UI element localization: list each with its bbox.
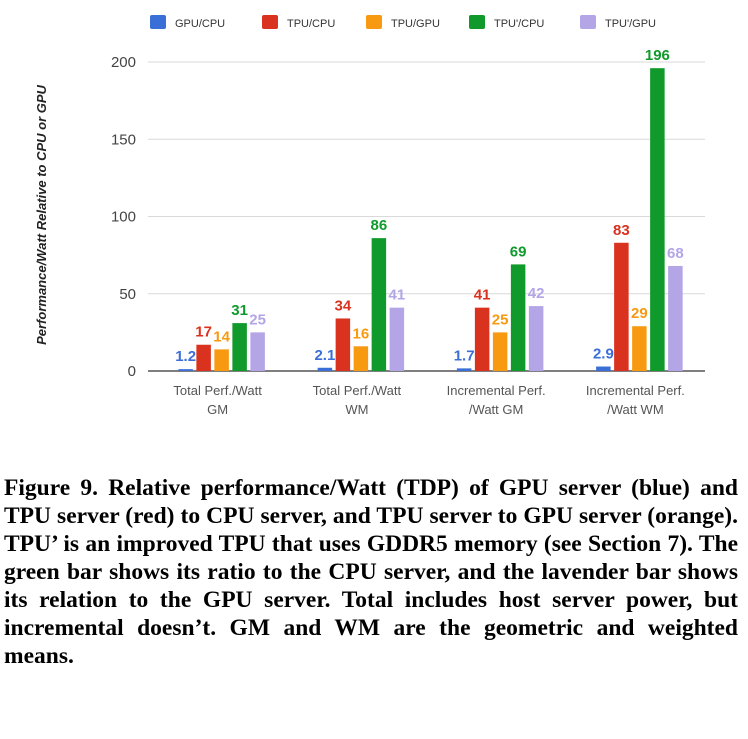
bar — [632, 326, 647, 371]
bar — [335, 318, 351, 371]
bar — [456, 368, 472, 371]
legend-swatch — [150, 15, 166, 29]
bar — [528, 306, 544, 371]
legend-label: TPU'/GPU — [605, 18, 656, 30]
data-label: 2.1 — [314, 347, 335, 364]
legend-swatch — [580, 15, 596, 29]
data-label: 25 — [492, 311, 509, 328]
data-label: 25 — [249, 311, 266, 328]
data-label: 34 — [335, 297, 352, 314]
x-tick-label: Incremental Perf. — [447, 383, 546, 398]
data-label: 1.2 — [175, 348, 196, 365]
data-label: 31 — [231, 302, 248, 319]
x-tick-label: Total Perf./Watt — [313, 383, 402, 398]
data-label: 41 — [474, 287, 491, 304]
x-tick-label: Incremental Perf. — [586, 383, 685, 398]
y-tick-label: 150 — [111, 131, 136, 148]
data-label: 196 — [645, 47, 670, 64]
bar — [196, 344, 211, 371]
data-label: 1.7 — [454, 347, 475, 364]
legend-label: TPU'/CPU — [494, 18, 544, 30]
data-label: 2.9 — [593, 346, 614, 363]
bar — [178, 369, 193, 371]
bar — [317, 367, 333, 371]
bar — [474, 307, 490, 371]
legend-label: TPU/CPU — [287, 18, 335, 30]
data-label: 83 — [613, 222, 630, 239]
data-label: 69 — [510, 243, 527, 260]
bar — [389, 307, 405, 371]
x-tick-label: /Watt WM — [607, 402, 664, 417]
data-label: 14 — [213, 328, 230, 345]
bar — [214, 349, 229, 371]
bar — [492, 332, 508, 371]
data-label: 17 — [195, 324, 212, 341]
legend-swatch — [366, 15, 382, 29]
y-axis-title: Performance/Watt Relative to CPU or GPU — [34, 84, 49, 344]
data-label: 42 — [528, 285, 545, 302]
data-label: 41 — [389, 287, 406, 304]
data-label: 16 — [353, 325, 370, 342]
x-tick-label: GM — [207, 402, 228, 417]
x-tick-label: /Watt GM — [469, 402, 523, 417]
bar — [668, 265, 683, 371]
bar — [353, 346, 369, 371]
bar — [596, 366, 611, 371]
x-tick-label: Total Perf./Watt — [173, 383, 262, 398]
y-tick-label: 50 — [119, 286, 136, 303]
legend-swatch — [469, 15, 485, 29]
y-tick-label: 200 — [111, 54, 136, 71]
bar — [250, 332, 265, 371]
legend-label: GPU/CPU — [175, 18, 225, 30]
bar — [371, 238, 387, 371]
legend-swatch — [262, 15, 278, 29]
data-label: 29 — [631, 305, 648, 322]
y-tick-label: 100 — [111, 209, 136, 226]
legend-label: TPU/GPU — [391, 18, 440, 30]
figure-caption: Figure 9. Relative performance/Watt (TDP… — [4, 475, 738, 669]
bar — [510, 264, 526, 371]
y-tick-label: 0 — [128, 363, 136, 380]
bar — [614, 242, 629, 371]
data-label: 68 — [667, 245, 684, 262]
bar — [650, 68, 665, 372]
data-label: 86 — [371, 217, 388, 234]
x-tick-label: WM — [345, 402, 368, 417]
bar — [232, 323, 247, 371]
